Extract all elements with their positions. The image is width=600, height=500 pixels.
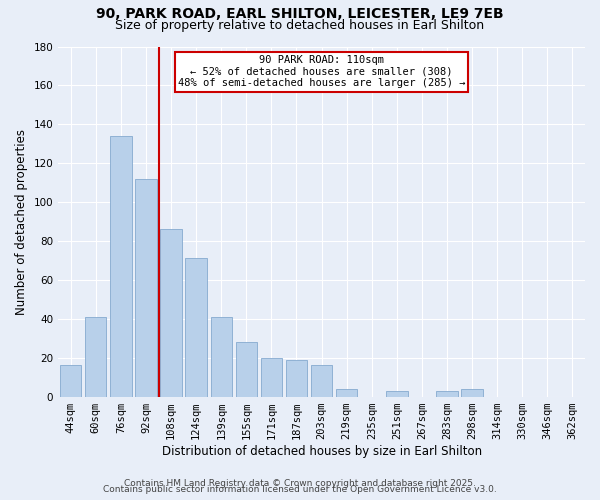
Text: 90 PARK ROAD: 110sqm
← 52% of detached houses are smaller (308)
48% of semi-deta: 90 PARK ROAD: 110sqm ← 52% of detached h… bbox=[178, 56, 466, 88]
Bar bbox=[461, 389, 483, 396]
Bar bbox=[211, 317, 232, 396]
Text: Contains HM Land Registry data © Crown copyright and database right 2025.: Contains HM Land Registry data © Crown c… bbox=[124, 478, 476, 488]
Text: Contains public sector information licensed under the Open Government Licence v3: Contains public sector information licen… bbox=[103, 485, 497, 494]
Bar bbox=[136, 179, 157, 396]
Y-axis label: Number of detached properties: Number of detached properties bbox=[15, 128, 28, 314]
Bar bbox=[236, 342, 257, 396]
Text: 90, PARK ROAD, EARL SHILTON, LEICESTER, LE9 7EB: 90, PARK ROAD, EARL SHILTON, LEICESTER, … bbox=[96, 8, 504, 22]
Bar bbox=[60, 366, 82, 396]
Bar bbox=[436, 390, 458, 396]
Bar bbox=[185, 258, 207, 396]
Bar bbox=[286, 360, 307, 397]
Bar bbox=[386, 390, 407, 396]
Text: Size of property relative to detached houses in Earl Shilton: Size of property relative to detached ho… bbox=[115, 18, 485, 32]
Bar bbox=[261, 358, 282, 397]
Bar bbox=[110, 136, 131, 396]
X-axis label: Distribution of detached houses by size in Earl Shilton: Distribution of detached houses by size … bbox=[161, 444, 482, 458]
Bar bbox=[336, 389, 358, 396]
Bar bbox=[160, 230, 182, 396]
Bar bbox=[85, 317, 106, 396]
Bar bbox=[311, 366, 332, 396]
